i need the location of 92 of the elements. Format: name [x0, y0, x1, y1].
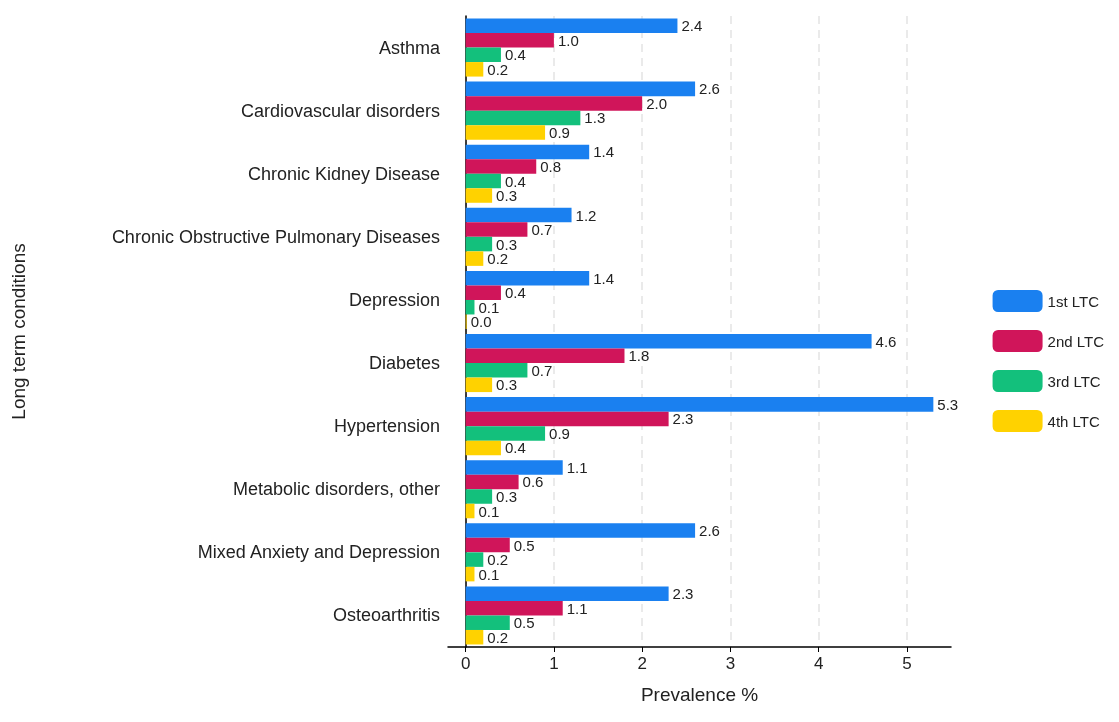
y-tick-label: Chronic Obstructive Pulmonary Diseases — [111, 226, 440, 247]
data-label: 2.3 — [672, 585, 694, 603]
x-tick-label: 3 — [725, 654, 736, 673]
data-label: 0.8 — [540, 157, 562, 175]
data-label: 1.2 — [575, 206, 597, 224]
x-tick-label: 4 — [813, 654, 824, 673]
bar — [465, 222, 528, 237]
data-label: 0.6 — [522, 473, 544, 491]
bar — [465, 474, 519, 490]
bar — [465, 411, 669, 427]
bar — [465, 110, 581, 126]
bar — [465, 377, 493, 393]
y-tick-label: Diabetes — [368, 353, 440, 374]
bar — [465, 426, 546, 441]
x-tick-label: 1 — [549, 654, 559, 673]
data-label: 0.7 — [531, 221, 553, 239]
legend-label: 3rd LTC — [1047, 372, 1101, 390]
data-label: 1.1 — [566, 458, 588, 476]
y-tick-label: Depression — [348, 289, 440, 310]
bar — [465, 47, 501, 63]
data-label: 0.4 — [504, 284, 526, 302]
y-tick-label: Mixed Anxiety and Depression — [197, 542, 440, 563]
bar — [465, 236, 493, 252]
bar — [465, 18, 678, 34]
data-label: 2.3 — [672, 410, 694, 428]
bar — [465, 460, 563, 475]
bar — [465, 207, 572, 223]
data-label: 0.3 — [496, 235, 517, 253]
bar — [465, 348, 625, 364]
data-label: 1.1 — [566, 599, 588, 617]
y-tick-label: Hypertension — [333, 416, 440, 437]
bar — [465, 270, 590, 286]
bar — [465, 81, 696, 97]
legend-label: 1st LTC — [1047, 292, 1100, 310]
y-tick-label: Cardiovascular disorders — [240, 100, 440, 121]
data-label: 2.0 — [646, 94, 667, 112]
data-label: 0.5 — [513, 536, 535, 554]
data-label: 0.9 — [549, 424, 570, 442]
bar — [465, 251, 484, 266]
bar — [465, 523, 696, 538]
bar — [465, 363, 528, 378]
data-label: 0.2 — [487, 250, 509, 268]
bar — [465, 334, 872, 349]
bar — [465, 62, 484, 77]
x-tick-label: 0 — [460, 654, 471, 673]
data-label: 1.0 — [557, 31, 579, 49]
data-label: 5.3 — [937, 395, 959, 413]
legend-label: 2nd LTC — [1047, 332, 1105, 350]
data-label: 4.6 — [875, 332, 897, 350]
bar — [465, 173, 501, 189]
data-label: 0.4 — [504, 439, 526, 457]
bar — [465, 600, 563, 616]
data-label: 0.4 — [504, 172, 526, 190]
bar — [465, 586, 669, 601]
bar — [465, 440, 501, 456]
data-label: 1.4 — [593, 269, 615, 287]
data-label: 0.9 — [549, 123, 570, 141]
data-label: 0.1 — [478, 298, 500, 316]
x-tick-label: 2 — [637, 654, 647, 673]
bar — [465, 144, 590, 160]
bar — [465, 537, 510, 553]
x-axis-title: Prevalence % — [640, 684, 759, 705]
data-label: 2.4 — [681, 17, 703, 35]
y-tick-label: Asthma — [378, 37, 441, 58]
bar — [465, 629, 484, 645]
data-label: 1.3 — [584, 109, 606, 127]
bar — [465, 96, 643, 111]
bar — [465, 159, 537, 174]
bar — [465, 489, 493, 504]
bar — [465, 285, 501, 300]
legend-label: 4th LTC — [1047, 412, 1100, 430]
bar — [465, 33, 554, 48]
data-label: 1.4 — [593, 143, 615, 161]
bar — [465, 615, 510, 630]
x-tick-label: 5 — [902, 654, 912, 673]
y-tick-label: Chronic Kidney Disease — [247, 163, 440, 184]
data-label: 0.3 — [496, 187, 517, 205]
data-label: 0.5 — [513, 614, 535, 632]
bar — [465, 552, 484, 567]
data-label: 2.6 — [699, 522, 720, 540]
bar — [465, 397, 934, 412]
data-label: 0.3 — [496, 376, 517, 394]
data-label: 0.2 — [487, 628, 509, 646]
y-tick-label: Metabolic disorders, other — [232, 479, 440, 500]
data-label: 0.0 — [470, 313, 492, 331]
data-label: 2.6 — [699, 80, 720, 98]
y-axis-title: Long term conditions — [8, 243, 29, 420]
y-tick-label: Osteoarthritis — [332, 605, 440, 626]
data-label: 0.7 — [531, 361, 553, 379]
bar — [465, 188, 493, 203]
data-label: 1.8 — [628, 347, 650, 365]
bar — [465, 125, 546, 140]
